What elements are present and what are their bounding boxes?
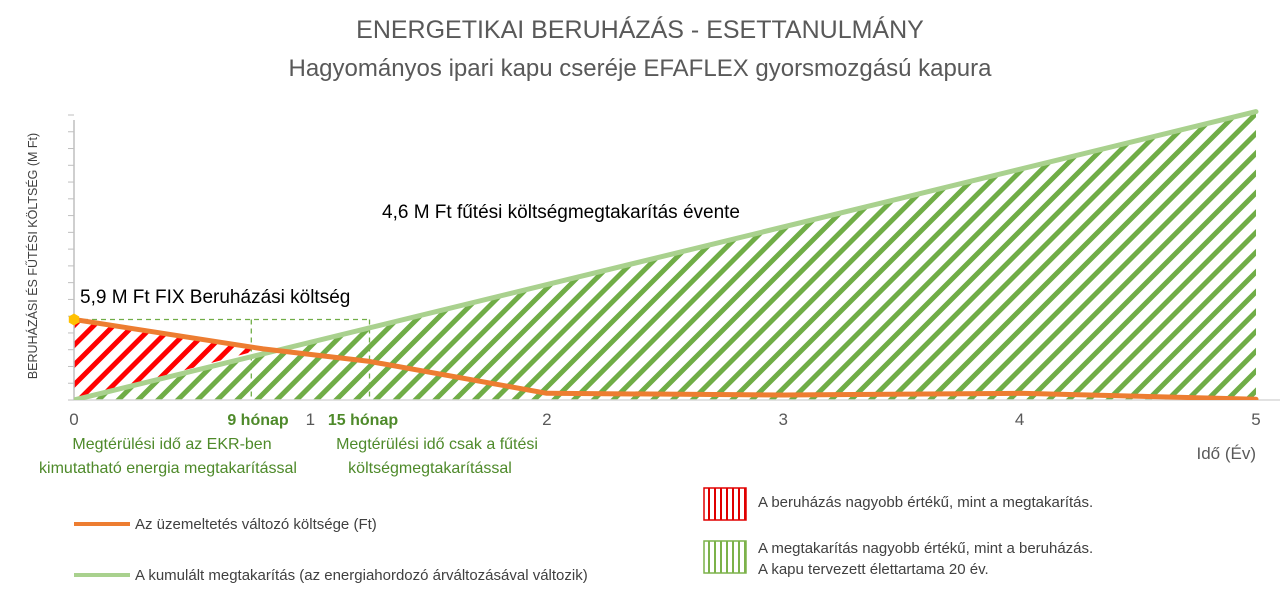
chart-subtitle: Hagyományos ipari kapu cseréje EFAFLEX g… [288, 55, 992, 82]
payback-9-months-note-2: kimutatható energia megtakarítással [39, 460, 297, 477]
x-tick-label: 5 [1251, 410, 1260, 429]
legend-item-lifetime: A kapu tervezett élettartama 20 év. [758, 561, 989, 578]
payback-15-months-note-2: költségmegtakarítással [348, 460, 512, 477]
legend-item-operating-cost: Az üzemeltetés változó költsége (Ft) [135, 516, 377, 533]
payback-15-months-label: 15 hónap [328, 412, 398, 429]
chart-title: ENERGETIKAI BERUHÁZÁS - ESETTANULMÁNY [356, 15, 924, 44]
x-tick-label: 1 [306, 410, 315, 429]
legend-item-investment-higher: A beruházás nagyobb értékű, mint a megta… [758, 494, 1093, 511]
x-axis-label: Idő (Év) [1196, 444, 1256, 463]
operating-cost-line [74, 317, 1259, 400]
legend-item-saving-higher: A megtakarítás nagyobb értékű, mint a be… [758, 540, 1093, 557]
legend-green-hatch-swatch [703, 540, 747, 574]
investment-point [68, 313, 80, 326]
investment-higher-region [74, 319, 264, 400]
payback-15-months-note-1: Megtérülési idő csak a fűtési [336, 436, 538, 453]
investment-annotation: 5,9 M Ft FIX Beruházási költség [80, 287, 350, 308]
x-tick-label: 2 [542, 410, 551, 429]
y-axis-label: BERUHÁZÁSI ÉS FŰTÉSI KÖLTSÉG (M Ft) [25, 133, 40, 379]
series-lines [74, 109, 1259, 400]
investment-point-marker [68, 313, 80, 326]
x-tick-label: 4 [1015, 410, 1024, 429]
x-tick-label: 0 [69, 410, 78, 429]
payback-9-months-label: 9 hónap [227, 412, 289, 429]
yearly-saving-annotation: 4,6 M Ft fűtési költségmegtakarítás éven… [382, 202, 740, 223]
x-tick-label: 3 [778, 410, 787, 429]
legend-red-hatch-swatch [703, 487, 747, 521]
legend-item-cumulative-saving: A kumulált megtakarítás (az energiahordo… [135, 567, 588, 584]
axes: 0 1 2 3 4 5 [68, 114, 1280, 429]
payback-9-months-note-1: Megtérülési idő az EKR-ben [72, 436, 271, 453]
